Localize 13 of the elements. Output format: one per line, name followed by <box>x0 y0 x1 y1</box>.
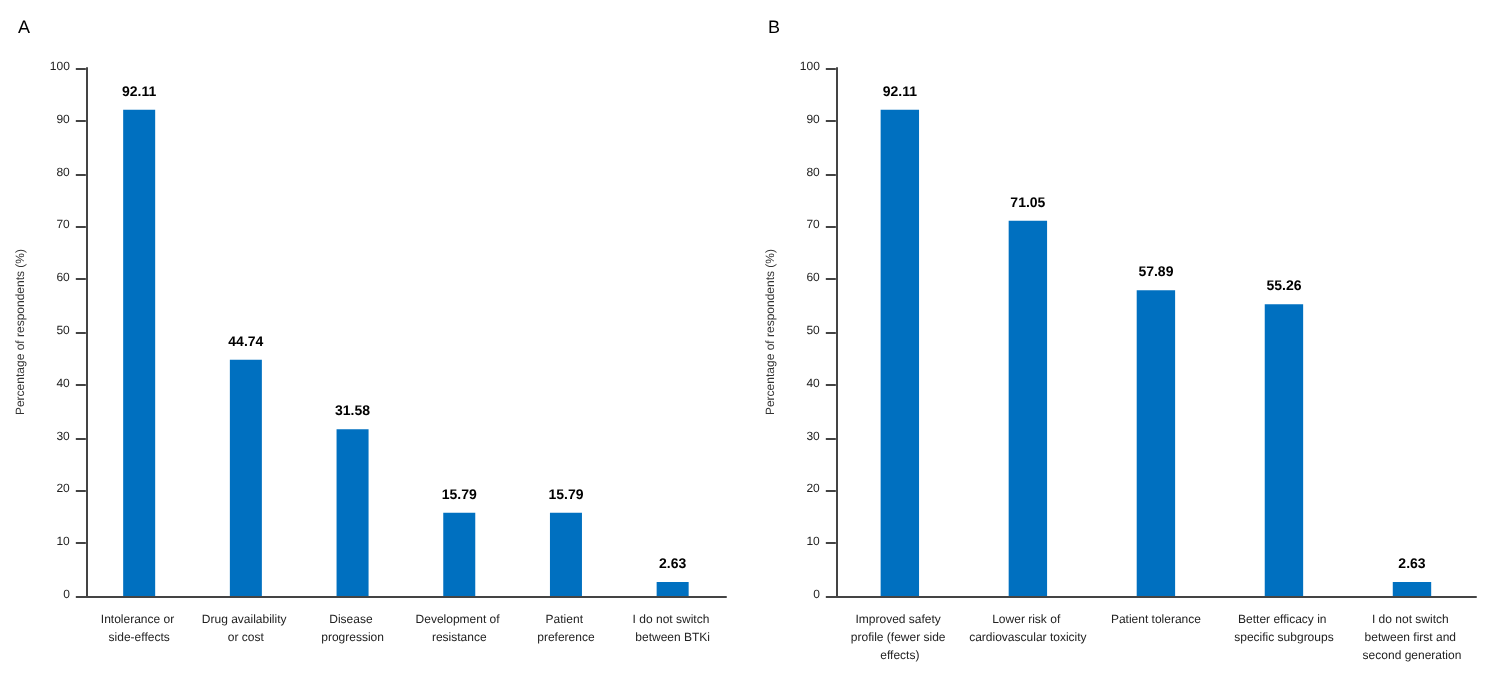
bar <box>1264 304 1304 596</box>
bar <box>1008 220 1048 596</box>
chart-title: B <box>768 17 781 37</box>
bar <box>229 359 262 596</box>
bar <box>880 109 920 596</box>
chart-title: A <box>18 17 31 37</box>
bar <box>336 429 369 596</box>
bar <box>549 512 582 596</box>
bar <box>123 109 156 596</box>
bar <box>1392 582 1432 596</box>
bar <box>443 512 476 596</box>
bar <box>656 582 689 596</box>
bar <box>1136 290 1176 596</box>
